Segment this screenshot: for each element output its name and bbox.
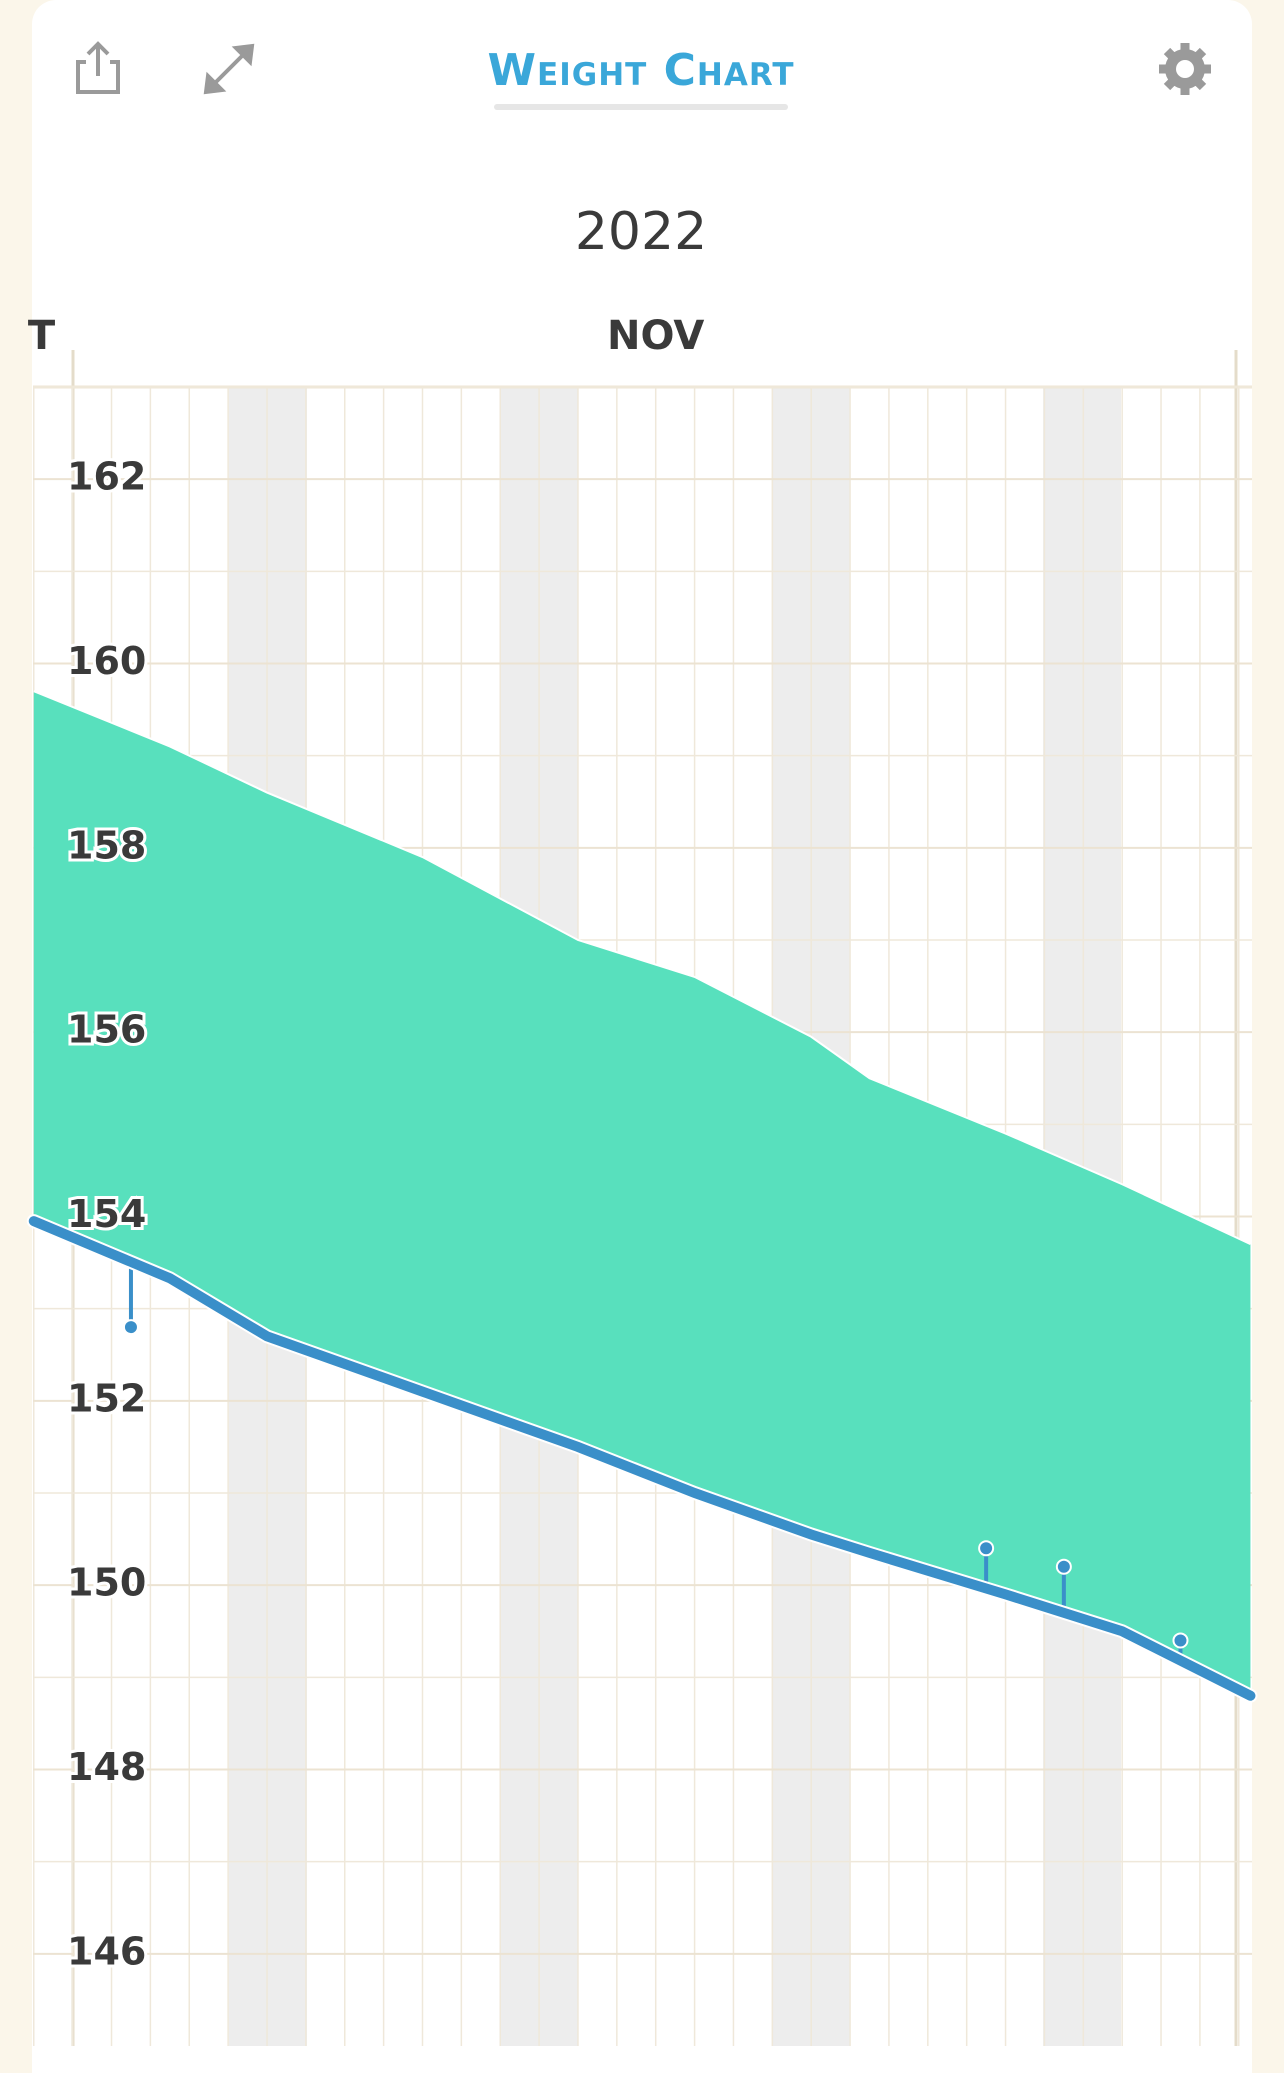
y-tick-label: 150 — [67, 1561, 146, 1605]
trend-band — [33, 691, 1251, 1696]
weight-point — [1172, 1632, 1189, 1649]
y-tick-label: 158 — [67, 823, 146, 867]
settings-button[interactable] — [1159, 43, 1211, 95]
title-underline — [494, 104, 788, 110]
month-label: T — [28, 313, 56, 359]
y-tick-label: 152 — [67, 1376, 146, 1420]
year-label: 2022 — [575, 202, 707, 262]
y-tick-label: 162 — [67, 455, 146, 499]
weight-point — [1055, 1558, 1072, 1575]
weight-point — [978, 1540, 995, 1557]
y-tick-label: 156 — [67, 1008, 146, 1052]
y-tick-label: 160 — [67, 639, 146, 683]
weight-point — [122, 1319, 139, 1336]
y-tick-label: 146 — [67, 1929, 146, 1973]
band-edge — [33, 690, 1251, 1246]
app-title: Weight Chart — [488, 45, 795, 96]
y-tick-label: 148 — [67, 1745, 146, 1789]
share-button[interactable] — [76, 41, 120, 94]
y-tick-label: 154 — [67, 1192, 146, 1236]
trend-line — [28, 1216, 1256, 1701]
expand-button[interactable] — [203, 43, 255, 95]
month-label: NOV — [607, 313, 704, 359]
